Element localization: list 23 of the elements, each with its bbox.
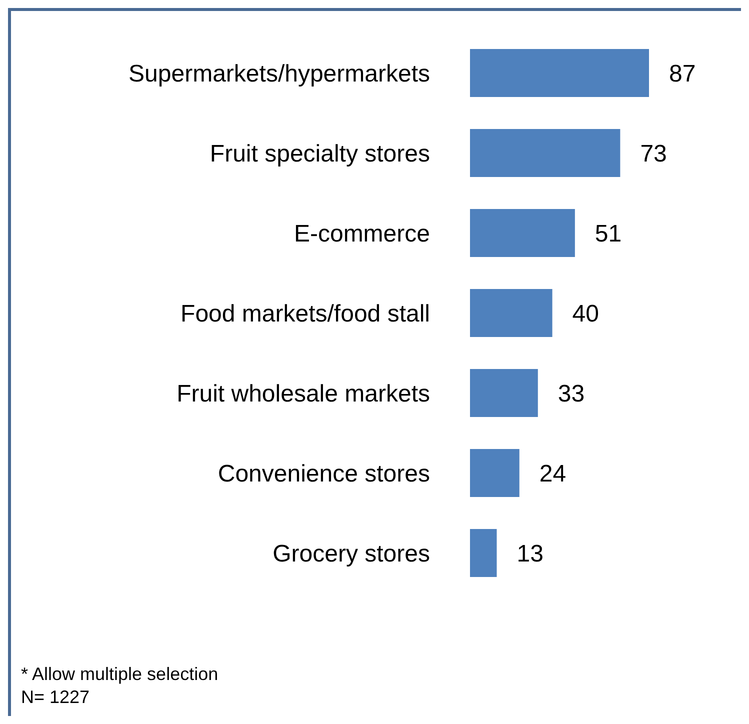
y-tick-label: Grocery stores [272,540,430,568]
bar [470,49,649,97]
data-label: 13 [516,540,544,568]
bar [470,129,620,177]
y-tick-label: Food markets/food stall [180,300,430,328]
data-label: 24 [539,460,566,488]
data-label: 40 [572,300,599,328]
data-label: 33 [558,380,585,408]
text: N= 1227 [21,686,91,709]
y-tick-label: Supermarkets/hypermarkets [128,60,430,88]
y-tick-label: Fruit specialty stores [210,140,430,168]
data-label: 73 [640,140,667,168]
data-label: 87 [669,60,696,88]
y-tick-label: E-commerce [294,220,430,248]
bar [470,449,520,497]
bar [470,289,552,337]
bar [470,369,538,417]
text: * Allow multiple selection [21,663,218,686]
y-tick-label: Convenience stores [218,460,430,488]
data-label: 51 [594,220,622,248]
bar [470,209,575,257]
y-tick-label: Fruit wholesale markets [176,380,430,408]
bar [470,529,497,577]
